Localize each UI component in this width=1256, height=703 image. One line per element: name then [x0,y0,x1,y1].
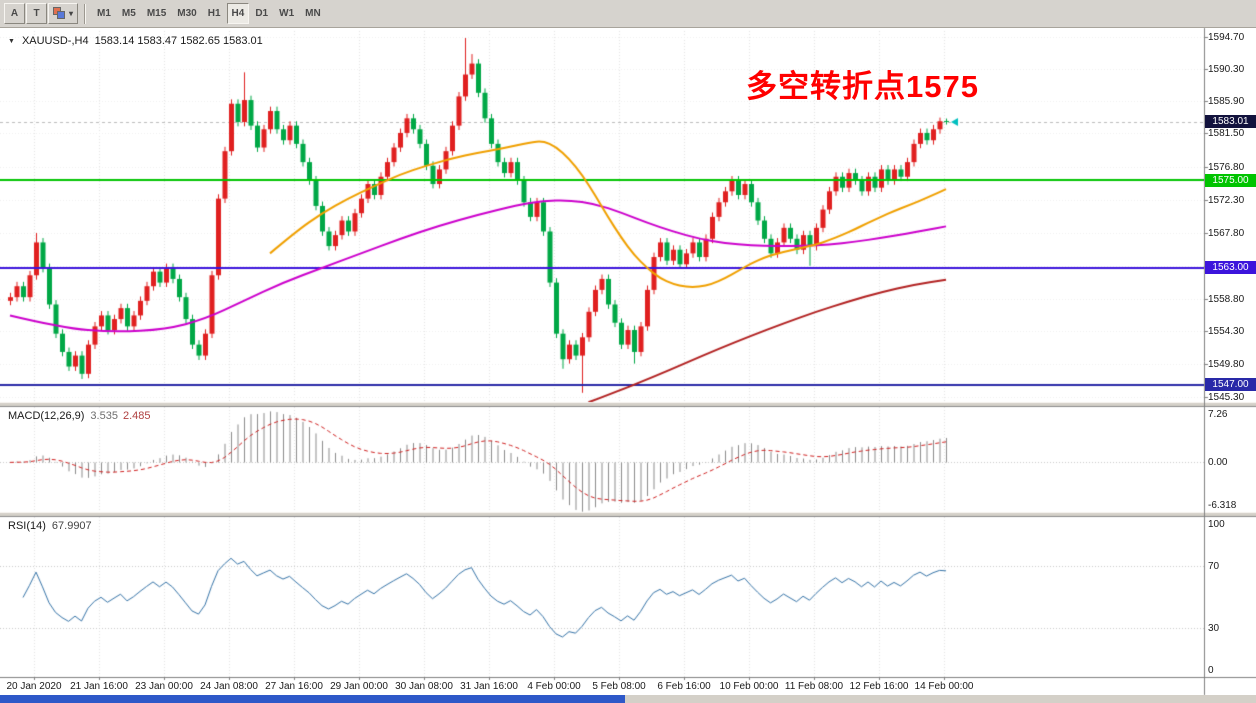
time-axis-label: 21 Jan 16:00 [70,681,128,692]
toolbar-separator [84,3,87,24]
time-axis-label: 23 Jan 00:00 [135,681,193,692]
price-axis-tick: 1585.90 [1208,95,1245,107]
time-axis-label: 11 Feb 08:00 [784,681,844,692]
toolbar: A T ▾ M1 M5 M15 M30 H1 H4 D1 W1 MN [0,0,1256,28]
period-button-MN[interactable]: MN [300,3,326,24]
timeframe-button-group: M1 M5 M15 M30 H1 H4 D1 W1 MN [92,3,326,24]
price-axis-tick: 1558.80 [1208,293,1245,305]
period-button-W1[interactable]: W1 [274,3,300,24]
time-axis-label: 31 Jan 16:00 [460,681,518,692]
period-button-H4[interactable]: H4 [226,3,250,24]
price-axis-tick: 1572.30 [1208,195,1245,207]
time-axis-label: 10 Feb 00:00 [719,681,779,692]
chevron-down-icon: ▾ [69,9,74,18]
chart-annotation-text[interactable]: 多空转折点1575 [746,69,979,104]
period-button-M15[interactable]: M15 [141,3,172,24]
time-axis-label: 6 Feb 16:00 [657,681,711,692]
price-axis-tick: 1594.70 [1208,31,1245,43]
price-axis-tick: 1581.50 [1208,127,1245,139]
price-axis[interactable]: 1594.70 1590.30 1585.90 1581.50 1576.80 1572.… [1205,28,1256,677]
time-axis-label: 20 Jan 2020 [6,681,62,692]
period-button-H1[interactable]: H1 [202,3,226,24]
time-axis-label: 5 Feb 08:00 [592,681,646,692]
price-axis-tick: 1545.30 [1208,392,1245,404]
text-tool-button[interactable]: T [26,3,47,24]
time-axis-label: 4 Feb 00:00 [527,681,581,692]
chart-style-dropdown[interactable]: ▾ [48,3,79,24]
pointer-tool-button[interactable]: A [4,3,25,24]
price-axis-tick: 1563.30 [1208,260,1245,272]
time-axis-label: 24 Jan 08:00 [200,681,258,692]
price-axis-tick: 1576.80 [1208,162,1245,174]
time-axis-label: 14 Feb 00:00 [914,681,974,692]
price-axis-tick: 1549.80 [1208,359,1245,371]
price-axis-tick: 1590.30 [1208,63,1245,75]
price-axis-tick: 1554.30 [1208,326,1245,338]
time-axis-label: 27 Jan 16:00 [265,681,323,692]
period-button-M30[interactable]: M30 [172,3,202,24]
price-axis-tick: 1567.80 [1208,227,1245,239]
time-axis-label: 30 Jan 08:00 [395,681,453,692]
palette-icon [53,7,66,20]
time-axis-label: 12 Feb 16:00 [849,681,909,692]
time-axis-label: 29 Jan 00:00 [330,681,388,692]
period-button-M1[interactable]: M1 [92,3,116,24]
time-axis[interactable]: 20 Jan 2020 21 Jan 16:00 23 Jan 00:00 24 Ja… [0,677,1204,695]
period-button-M5[interactable]: M5 [116,3,141,24]
period-button-D1[interactable]: D1 [250,3,274,24]
